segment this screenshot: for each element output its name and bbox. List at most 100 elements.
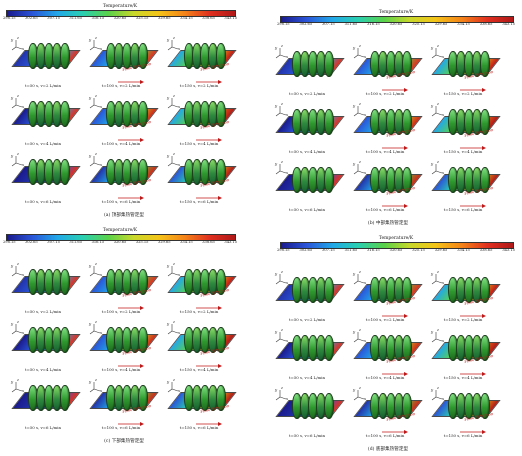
colorbar-tick-label: 325.15 <box>412 22 425 26</box>
axis-label-y: y <box>167 321 170 326</box>
colorbar-tick-label: 307.15 <box>47 16 60 20</box>
axis-label-z: z <box>173 151 176 156</box>
colorbar-tick-label: 298.15 <box>3 240 16 244</box>
axis-label-y: y <box>167 153 170 158</box>
axis-label-y: y <box>89 153 92 158</box>
colorbar-title: Temperature/K <box>102 4 138 9</box>
axis-label-z: z <box>173 261 176 266</box>
axis-label-x: x <box>442 112 445 117</box>
simulation-cell: x y z t=50 s, v=6 L/min <box>10 151 81 204</box>
axis-label-x: x <box>178 46 181 51</box>
axis-label-y: y <box>11 321 14 326</box>
axis-label-z: z <box>281 327 284 332</box>
axis-label-z: z <box>359 43 362 48</box>
simulation-cell: x y z Flow direction t=150 s, v=4 L/min <box>166 319 237 372</box>
colorbar-tick-label: 307.15 <box>322 22 335 26</box>
cell-condition-label: t=50 s, v=2 L/min <box>289 91 325 96</box>
axis-label-x: x <box>442 170 445 175</box>
axis-label-z: z <box>95 93 98 98</box>
colorbar-tick-label: 320.65 <box>389 248 403 252</box>
flow-direction-arrow <box>460 78 486 92</box>
axis-label-y: y <box>275 271 278 276</box>
axis-label-z: z <box>281 385 284 390</box>
axis-label-y: y <box>11 37 14 42</box>
axis-label-x: x <box>22 46 25 51</box>
colorbar-tick-label: 302.65 <box>25 240 38 244</box>
simulation-cell: x y z t=50 s, v=2 L/min <box>274 43 345 96</box>
axis-label-x: x <box>100 104 103 109</box>
simulation-cell: x y z t=50 s, v=6 L/min <box>274 385 345 438</box>
cell-condition-label: t=50 s, v=6 L/min <box>289 207 325 212</box>
axis-label-z: z <box>17 93 20 98</box>
axis-label-z: z <box>17 151 20 156</box>
colorbar-tick-label: 329.65 <box>434 22 448 26</box>
cell-condition-label: t=150 s, v=2 L/min <box>443 91 483 96</box>
coil-tube <box>138 101 148 127</box>
simulation-cell: x y z Flow direction t=100 s, v=4 L/min <box>352 327 423 380</box>
colorbar-tick-label: 316.15 <box>367 22 380 26</box>
coil-tube <box>480 109 490 135</box>
axis-label-y: y <box>275 387 278 392</box>
panel-caption: (c) 下部集热管定型 <box>104 439 144 444</box>
axis-label-x: x <box>100 388 103 393</box>
colorbar-tick-label: 311.65 <box>69 240 82 244</box>
simulation-cell: x y z Flow direction t=100 s, v=6 L/min <box>88 377 159 430</box>
cell-condition-label: t=50 s, v=4 L/min <box>25 141 61 146</box>
axis-label-x: x <box>178 162 181 167</box>
axis-label-z: z <box>359 327 362 332</box>
coil-tube <box>324 335 334 361</box>
axis-label-x: x <box>22 104 25 109</box>
axis-label-y: y <box>353 387 356 392</box>
cell-condition-label: t=150 s, v=4 L/min <box>443 149 483 154</box>
cell-condition-label: t=50 s, v=4 L/min <box>289 149 325 154</box>
cell-condition-label: t=50 s, v=4 L/min <box>25 367 61 372</box>
panel-caption: (a) 顶部集热管定型 <box>104 213 144 218</box>
coil-tube <box>324 51 334 77</box>
axis-label-y: y <box>353 329 356 334</box>
colorbar-tick-label: 334.15 <box>180 16 193 20</box>
flow-direction-arrow <box>460 304 486 318</box>
colorbar <box>280 242 514 249</box>
cell-condition-label: t=100 s, v=2 L/min <box>101 309 141 314</box>
flow-direction-arrow <box>460 420 486 434</box>
flow-direction-arrow <box>196 128 222 142</box>
colorbar-tick-label: 343.15 <box>502 22 515 26</box>
colorbar <box>6 10 236 17</box>
axis-label-z: z <box>95 319 98 324</box>
simulation-cell: x y z t=50 s, v=4 L/min <box>10 319 81 372</box>
colorbar-tick-label: 338.65 <box>479 248 493 252</box>
axis-label-y: y <box>431 271 434 276</box>
colorbar-tick-label: 338.65 <box>479 22 493 26</box>
colorbar-tick-label: 298.15 <box>277 248 290 252</box>
axis-label-y: y <box>275 45 278 50</box>
simulation-cell: x y z Flow direction t=100 s, v=4 L/min <box>352 101 423 154</box>
axis-label-y: y <box>353 271 356 276</box>
coil-tube <box>480 277 490 303</box>
colorbar-ticks: 298.15 302.65 307.15 311.65 316.15 320.65 325.… <box>277 22 515 26</box>
coil-tube <box>402 167 412 193</box>
simulation-cell: x y z Flow direction t=150 s, v=6 L/min <box>166 151 237 204</box>
simulation-cell: x y z t=50 s, v=4 L/min <box>274 327 345 380</box>
axis-label-y: y <box>431 45 434 50</box>
axis-label-z: z <box>359 385 362 390</box>
cell-condition-label: t=50 s, v=6 L/min <box>289 433 325 438</box>
axis-label-y: y <box>11 379 14 384</box>
simulation-cell: x y z Flow direction t=150 s, v=6 L/min <box>430 385 501 438</box>
simulation-cell: x y z t=50 s, v=6 L/min <box>10 377 81 430</box>
simulation-cell: x y z Flow direction t=100 s, v=4 L/min <box>88 319 159 372</box>
